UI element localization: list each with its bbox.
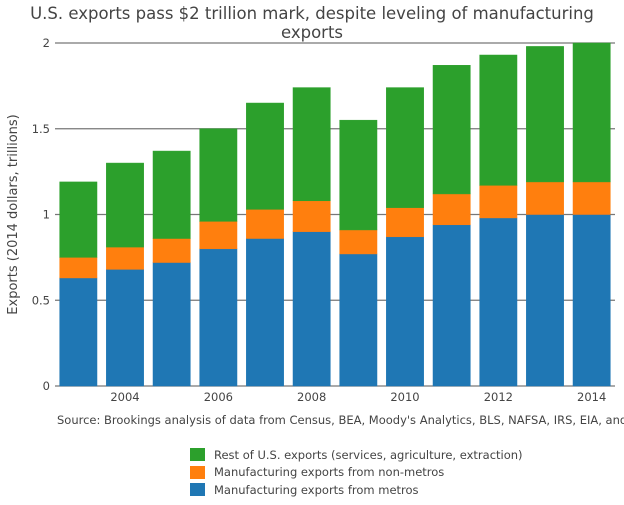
- bar-segment: [59, 277, 98, 387]
- bar-segment: [479, 217, 518, 387]
- bar-segment: [246, 102, 284, 210]
- y-tick-label: 2: [43, 36, 50, 50]
- bar-segment: [386, 236, 424, 387]
- legend-item-nonmetro[interactable]: Manufacturing exports from non-metros: [190, 464, 523, 482]
- legend-swatch: [190, 448, 205, 462]
- bar-segment: [386, 207, 424, 238]
- bar-segment: [432, 224, 471, 387]
- y-axis-title: Exports (2014 dollars, trillions): [6, 114, 21, 314]
- x-tick-label: 2004: [110, 390, 139, 404]
- x-tick-label: 2010: [390, 390, 419, 404]
- legend-item-metro[interactable]: Manufacturing exports from metros: [190, 481, 523, 499]
- bar-segment: [526, 214, 564, 387]
- bar-segment: [432, 193, 471, 226]
- bar-segment: [152, 150, 191, 239]
- bar-segment: [199, 221, 238, 250]
- legend-item-rest[interactable]: Rest of U.S. exports (services, agricult…: [190, 446, 523, 464]
- chart-title: U.S. exports pass $2 trillion mark, desp…: [30, 4, 594, 42]
- legend: Rest of U.S. exports (services, agricult…: [190, 446, 523, 499]
- bar-segment: [106, 246, 144, 270]
- x-tick-label: 2012: [484, 390, 513, 404]
- bar-segment: [292, 231, 331, 387]
- bar-segment: [572, 181, 611, 215]
- bar-segment: [339, 253, 378, 387]
- bar-segment: [152, 262, 191, 387]
- bar-segment: [106, 269, 144, 387]
- bar-segment: [106, 162, 144, 248]
- x-tick-label: 2008: [297, 390, 326, 404]
- y-tick-label: 0.5: [32, 293, 50, 307]
- bar-segment: [199, 128, 238, 222]
- y-tick-label: 0: [43, 379, 50, 393]
- bar-segment: [246, 238, 284, 387]
- bar-segment: [386, 87, 424, 208]
- bar-segment: [479, 185, 518, 219]
- legend-swatch: [190, 465, 205, 479]
- bar-segment: [59, 181, 98, 258]
- x-tick-label: 2006: [204, 390, 233, 404]
- legend-label: Manufacturing exports from non-metros: [214, 465, 445, 480]
- bar-segment: [292, 200, 331, 232]
- bar-segment: [526, 181, 564, 215]
- y-tick-label: 1: [43, 208, 50, 222]
- bar-segment: [292, 87, 331, 202]
- bar-segment: [152, 238, 191, 263]
- bar-segment: [572, 214, 611, 387]
- legend-swatch: [190, 483, 205, 497]
- bar-segment: [199, 248, 238, 387]
- legend-label: Rest of U.S. exports (services, agricult…: [214, 447, 523, 462]
- legend-label: Manufacturing exports from metros: [214, 482, 419, 497]
- source-note: Source: Brookings analysis of data from …: [57, 413, 624, 427]
- bar-segment: [432, 65, 471, 195]
- bar-segment: [526, 46, 564, 183]
- bar-segment: [479, 54, 518, 186]
- x-tick-label: 2014: [577, 390, 606, 404]
- bar-segment: [572, 42, 611, 183]
- bar-segment: [339, 119, 378, 231]
- bar-segment: [59, 257, 98, 279]
- bar-segment: [246, 209, 284, 239]
- bar-segment: [339, 229, 378, 255]
- y-tick-label: 1.5: [32, 122, 50, 136]
